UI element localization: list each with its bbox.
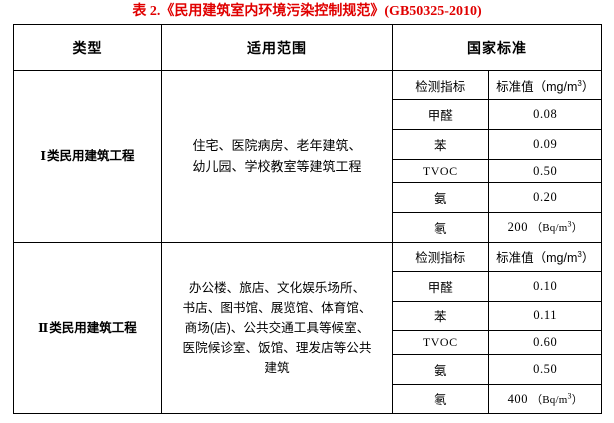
subtable-header-row: 检测指标 标准值（mg/m3）: [393, 71, 602, 101]
value-cell: 0.08: [487, 99, 602, 131]
value-cell: 400 （Bq/m3）: [487, 383, 602, 413]
table-row: TVOC 0.50: [393, 158, 602, 184]
value-number: 200: [507, 220, 529, 235]
table-row: 氡 200 （Bq/m3）: [393, 212, 602, 242]
subcolumn-header-indicator: 检测指标: [393, 242, 489, 272]
table-row: 甲醛 0.08: [393, 99, 602, 131]
subcolumn-header-value: 标准值（mg/m3）: [487, 242, 602, 272]
indicator-cell: 苯: [393, 129, 489, 160]
roman-numeral-2: Ⅱ: [38, 320, 49, 335]
value-label-text: 标准值（mg/m: [496, 251, 578, 266]
building-type-cell-1: Ⅰ类民用建筑工程: [13, 70, 162, 243]
table-row: TVOC 0.60: [393, 330, 602, 355]
subcolumn-header-indicator: 检测指标: [393, 71, 489, 101]
indicator-cell: 苯: [393, 300, 489, 332]
indicator-cell: 甲醛: [393, 270, 489, 302]
indicator-cell: 氨: [393, 182, 489, 214]
table-row: Ⅱ类民用建筑工程 办公楼、旅店、文化娱乐场所、 书店、图书馆、展览馆、体育馆、 …: [13, 241, 602, 414]
table-row: 氨 0.50: [393, 353, 602, 385]
table-header-row: 类型 适用范围 国家标准: [13, 24, 602, 71]
standards-cell-1: 检测指标 标准值（mg/m3） 甲醛 0.08 苯 0.09: [392, 70, 602, 243]
scope-line: 建筑: [264, 360, 290, 375]
scope-line: 幼儿园、学校教室等建筑工程: [192, 159, 362, 175]
table-row: 苯 0.09: [393, 129, 602, 160]
subtable-header-row: 检测指标 标准值（mg/m3）: [393, 242, 602, 272]
value-unit: （Bq/m3）: [528, 219, 583, 235]
building-type-cell-2: Ⅱ类民用建筑工程: [13, 241, 162, 414]
column-header-scope: 适用范围: [161, 24, 393, 71]
roman-numeral-1: Ⅰ: [40, 149, 47, 164]
value-cell: 0.09: [487, 129, 602, 160]
column-header-type: 类型: [13, 24, 162, 71]
scope-line: 医院候诊室、饭馆、理发店等公共: [182, 340, 372, 355]
standards-table-container: 类型 适用范围 国家标准 Ⅰ类民用建筑工程 住宅、医院病房、老年建筑、 幼儿园、…: [13, 24, 602, 414]
table-row: 氡 400 （Bq/m3）: [393, 383, 602, 413]
value-cell: 0.50: [487, 158, 602, 184]
value-cell: 0.50: [487, 353, 602, 385]
page-title: 表 2.《民用建筑室内环境污染控制规范》(GB50325-2010): [132, 4, 482, 19]
indicator-cell: TVOC: [393, 158, 489, 184]
standards-subtable-1: 检测指标 标准值（mg/m3） 甲醛 0.08 苯 0.09: [393, 71, 602, 242]
building-type-label-1: 类民用建筑工程: [47, 149, 135, 164]
building-type-label-2: 类民用建筑工程: [49, 320, 137, 335]
value-cell: 0.20: [487, 182, 602, 214]
indicator-cell: 氡: [393, 383, 489, 413]
table-row: 甲醛 0.10: [393, 270, 602, 302]
table-row: 苯 0.11: [393, 300, 602, 332]
table-row: Ⅰ类民用建筑工程 住宅、医院病房、老年建筑、 幼儿园、学校教室等建筑工程 检测指…: [13, 70, 602, 243]
value-cell: 200 （Bq/m3）: [487, 212, 602, 242]
value-cell: 0.11: [487, 300, 602, 332]
value-label-tail: ）: [581, 79, 595, 94]
scope-cell-2: 办公楼、旅店、文化娱乐场所、 书店、图书馆、展览馆、体育馆、 商场(店)、公共交…: [161, 241, 393, 414]
value-label-superscript: 3: [577, 250, 582, 260]
subcolumn-header-value: 标准值（mg/m3）: [487, 71, 602, 101]
standards-subtable-2: 检测指标 标准值（mg/m3） 甲醛 0.10 苯 0.11: [393, 242, 602, 413]
scope-line: 办公楼、旅店、文化娱乐场所、: [188, 280, 366, 295]
scope-line: 商场(店)、公共交通工具等候室、: [184, 320, 370, 335]
value-cell: 0.10: [487, 270, 602, 302]
scope-line: 住宅、医院病房、老年建筑、: [192, 138, 362, 154]
scope-line: 书店、图书馆、展览馆、体育馆、: [182, 300, 372, 315]
indicator-cell: 氨: [393, 353, 489, 385]
table-row: 氨 0.20: [393, 182, 602, 214]
standards-cell-2: 检测指标 标准值（mg/m3） 甲醛 0.10 苯 0.11: [392, 241, 602, 414]
indicator-cell: 甲醛: [393, 99, 489, 131]
value-cell: 0.60: [487, 330, 602, 355]
indicator-cell: TVOC: [393, 330, 489, 355]
value-label-superscript: 3: [577, 78, 582, 88]
scope-cell-1: 住宅、医院病房、老年建筑、 幼儿园、学校教室等建筑工程: [161, 70, 393, 243]
column-header-standard: 国家标准: [392, 24, 602, 71]
value-unit: （Bq/m3）: [528, 391, 583, 406]
value-label-tail: ）: [581, 251, 595, 266]
value-number: 400: [507, 391, 529, 406]
indicator-cell: 氡: [393, 212, 489, 242]
standards-table: 类型 适用范围 国家标准 Ⅰ类民用建筑工程 住宅、医院病房、老年建筑、 幼儿园、…: [13, 24, 602, 414]
value-label-text: 标准值（mg/m: [496, 79, 578, 94]
